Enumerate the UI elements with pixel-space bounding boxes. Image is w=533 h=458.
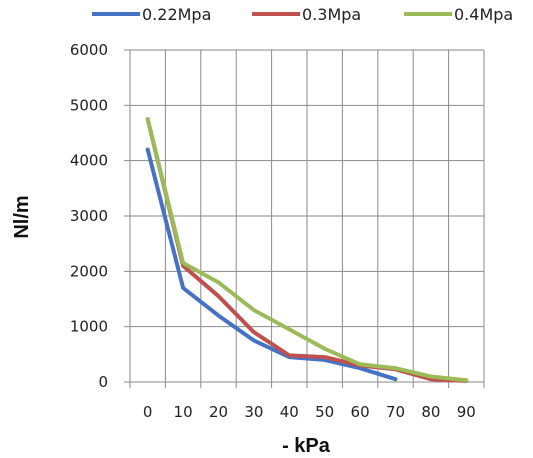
y-tick-label: 4000: [70, 152, 108, 170]
series-line-0.4Mpa: [145, 117, 469, 383]
x-tick-label: 70: [386, 403, 405, 421]
y-tick-label: 1000: [70, 318, 108, 336]
x-tick-label: 30: [244, 403, 263, 421]
x-tick-label: 90: [457, 403, 476, 421]
x-tick-label: 40: [280, 403, 299, 421]
x-tick-labels: 0 10 20 30 40 50 60 70 80 90: [143, 403, 476, 421]
legend-label: 0.4Mpa: [454, 5, 513, 24]
y-tick-label: 3000: [70, 207, 108, 225]
y-tick-label: 6000: [70, 41, 108, 59]
y-axis-title: Nl/m: [11, 195, 33, 238]
series-lines: [145, 117, 469, 383]
y-tick-label: 0: [98, 373, 108, 391]
y-tick-label: 2000: [70, 262, 108, 280]
y-tick-label: 5000: [70, 96, 108, 114]
x-tick-label: 10: [174, 403, 193, 421]
axes: [124, 49, 485, 388]
legend-label: 0.3Mpa: [302, 5, 361, 24]
x-tick-label: 80: [421, 403, 440, 421]
legend: 0.22Mpa 0.3Mpa 0.4Mpa: [92, 5, 513, 24]
grid-lines: [130, 49, 485, 382]
x-tick-label: 50: [315, 403, 334, 421]
x-tick-label: 20: [209, 403, 228, 421]
legend-label: 0.22Mpa: [142, 5, 211, 24]
x-tick-label: 60: [351, 403, 370, 421]
x-tick-label: 0: [143, 403, 153, 421]
x-axis-title: - kPa: [282, 435, 331, 457]
series-line-0.22Mpa: [145, 147, 398, 382]
y-tick-labels: 0 1000 2000 3000 4000 5000 6000: [70, 41, 108, 391]
